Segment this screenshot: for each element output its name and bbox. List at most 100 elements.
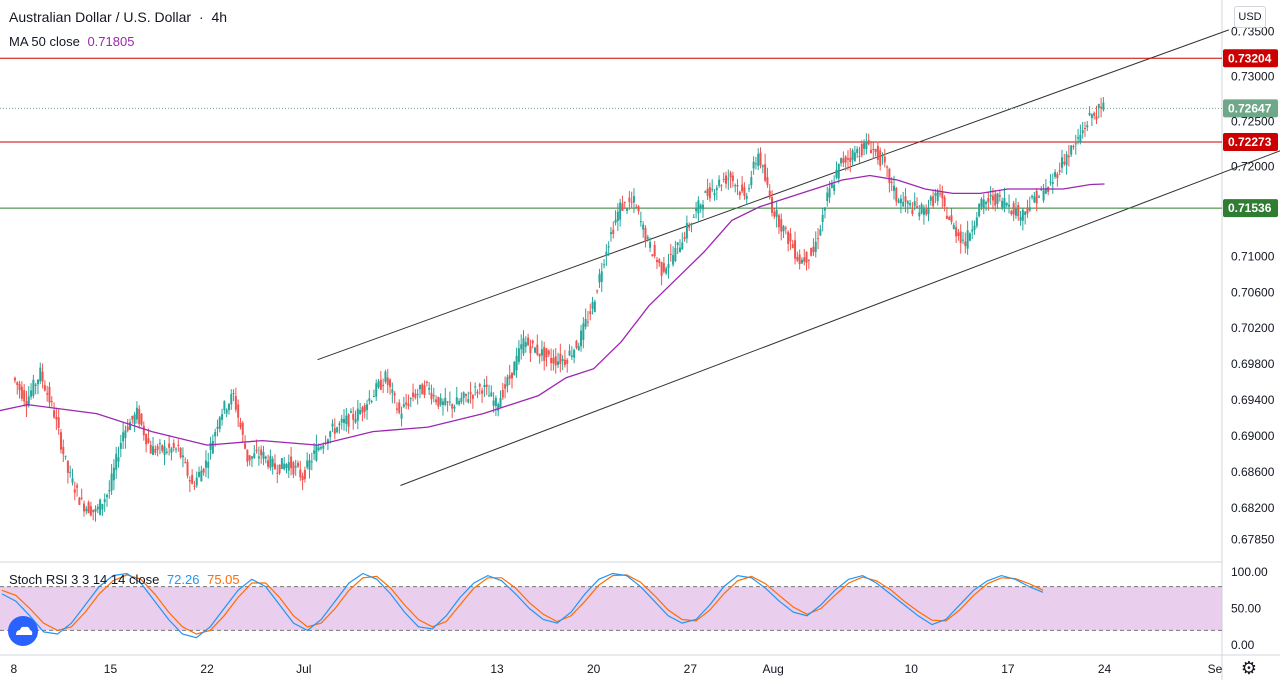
candle-body xyxy=(968,233,971,241)
stoch-rsi-pane xyxy=(0,572,1222,639)
candle-body xyxy=(1005,203,1008,206)
candle-body xyxy=(554,356,557,366)
stoch-band-fill xyxy=(0,586,1222,631)
candle-body xyxy=(658,259,661,264)
level-price-label: 0.72647 xyxy=(1228,101,1272,115)
currency-button[interactable]: USD xyxy=(1234,6,1266,28)
candle-body xyxy=(669,253,672,255)
candle-body xyxy=(343,418,346,423)
candle-body xyxy=(959,231,962,243)
candle-body xyxy=(1097,104,1100,108)
candle-body xyxy=(455,397,458,405)
candle-body xyxy=(354,419,357,423)
candle-body xyxy=(531,340,534,344)
candle-body xyxy=(637,206,640,212)
price-tick-label: 0.69000 xyxy=(1231,429,1275,443)
candle-body xyxy=(789,233,792,242)
candle-body xyxy=(320,447,323,449)
candle-body xyxy=(996,193,999,204)
candle-body xyxy=(1056,174,1059,179)
candle-body xyxy=(462,392,465,399)
candle-body xyxy=(619,202,622,220)
ma-value: 0.71805 xyxy=(87,34,135,49)
level-price-tag xyxy=(1223,49,1278,68)
candle-body xyxy=(559,353,562,365)
candle-body xyxy=(674,247,677,261)
candle-body xyxy=(18,383,21,391)
candle-body xyxy=(87,502,90,514)
candle-body xyxy=(642,224,645,230)
candle-body xyxy=(494,397,497,407)
candle-body xyxy=(142,425,145,436)
candle-body xyxy=(170,448,173,453)
candle-body xyxy=(761,165,764,168)
candle-body xyxy=(904,196,907,202)
candle-body xyxy=(416,393,419,395)
candle-body xyxy=(1049,181,1052,183)
candle-body xyxy=(101,504,104,510)
candle-body xyxy=(16,382,19,386)
price-tick-label: 0.72500 xyxy=(1231,115,1275,129)
candle-body xyxy=(828,188,831,198)
candle-body xyxy=(1083,128,1086,130)
candle-body xyxy=(338,423,341,426)
candle-body xyxy=(994,194,997,206)
candle-body xyxy=(888,168,891,183)
candle-body xyxy=(273,463,276,470)
candle-body xyxy=(347,414,350,427)
candle-body xyxy=(115,453,118,470)
candle-body xyxy=(50,401,53,403)
candle-body xyxy=(1051,182,1054,184)
candle-body xyxy=(177,444,180,447)
candle-body xyxy=(1044,188,1047,194)
candle-body xyxy=(927,208,930,215)
candle-body xyxy=(676,242,679,246)
candle-body xyxy=(826,192,829,202)
candle-body xyxy=(310,461,313,463)
candle-body xyxy=(41,371,44,382)
candle-body xyxy=(393,393,396,396)
price-tick-label: 0.72000 xyxy=(1231,159,1275,173)
candle-body xyxy=(667,264,670,269)
candle-body xyxy=(545,348,548,358)
candle-body xyxy=(384,371,387,382)
candle-body xyxy=(156,446,159,450)
candle-body xyxy=(701,204,704,210)
candle-body xyxy=(874,148,877,153)
candle-body xyxy=(315,445,318,461)
candle-body xyxy=(193,486,196,488)
candle-body xyxy=(835,169,838,178)
candle-body xyxy=(837,163,840,179)
candle-body xyxy=(271,458,274,467)
candle-body xyxy=(596,290,599,292)
candle-body xyxy=(435,399,438,403)
candle-body xyxy=(635,206,638,208)
candle-body xyxy=(748,188,751,190)
candle-body xyxy=(165,451,168,453)
candle-body xyxy=(1072,146,1075,148)
gear-icon[interactable]: ⚙ xyxy=(1240,658,1258,678)
candle-body xyxy=(853,152,856,162)
candle-body xyxy=(517,348,520,362)
candle-body xyxy=(844,156,847,163)
candle-body xyxy=(856,149,859,154)
candle-body xyxy=(796,256,799,261)
candle-body xyxy=(775,209,778,217)
candle-body xyxy=(731,175,734,181)
candle-body xyxy=(333,428,336,434)
candle-body xyxy=(883,156,886,163)
candle-body xyxy=(840,157,843,164)
cloud-icon xyxy=(16,626,33,635)
candle-body xyxy=(1054,171,1057,177)
price-tick-label: 0.69400 xyxy=(1231,393,1275,407)
candle-body xyxy=(421,384,424,395)
candle-body xyxy=(936,191,939,201)
time-tick-label: 17 xyxy=(1001,662,1015,676)
candle-body xyxy=(745,195,748,200)
candle-body xyxy=(943,197,946,207)
tradingview-logo-icon[interactable] xyxy=(8,616,38,646)
stoch-label: Stoch RSI 3 3 14 14 close xyxy=(9,572,160,587)
candle-body xyxy=(639,221,642,223)
candle-body xyxy=(138,408,141,425)
